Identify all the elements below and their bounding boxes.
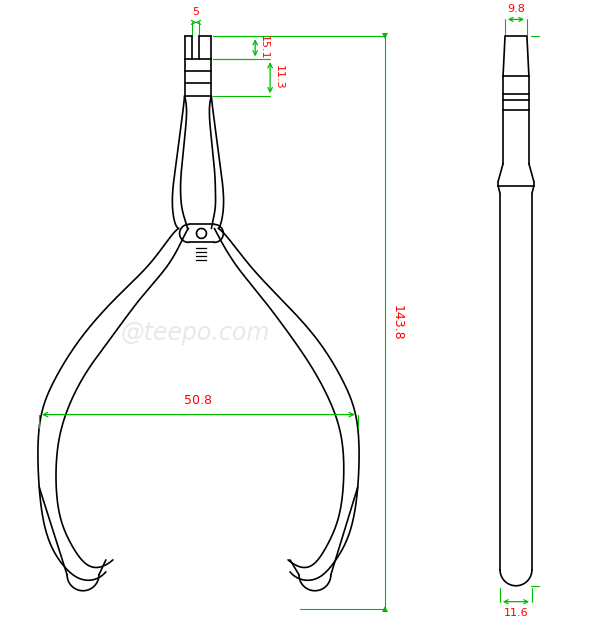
Text: 11.3: 11.3 [274,66,284,90]
Text: 15.1: 15.1 [259,35,269,60]
Text: 11.6: 11.6 [504,608,528,618]
Text: 5: 5 [193,8,200,17]
Text: 143.8: 143.8 [390,305,403,340]
Text: @teepo.com: @teepo.com [121,321,270,345]
Text: 9.8: 9.8 [507,5,525,14]
Text: 50.8: 50.8 [185,394,212,406]
